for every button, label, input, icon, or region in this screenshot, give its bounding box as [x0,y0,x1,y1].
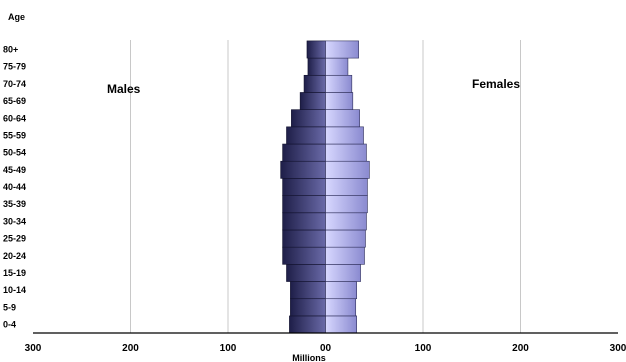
bar-males-55-59 [286,126,326,145]
age-label-30-34: 30-34 [3,216,26,226]
bar-males-40-44 [282,178,326,196]
bar-males-0-4 [289,315,326,334]
bar-males-50-54 [282,143,326,162]
bar-females-0-4 [325,315,358,334]
bar-females-65-69 [325,92,354,110]
bar-males-35-39 [282,195,326,214]
bar-females-75-79 [325,57,349,76]
bar-males-60-64 [291,109,326,128]
bar-males-20-24 [282,246,326,265]
bar-males-10-14 [290,281,326,300]
bar-females-30-34 [325,212,367,231]
x-tick-0: 00 [320,343,332,354]
bar-females-10-14 [325,281,358,300]
x-tick-100: 100 [415,343,432,354]
gridlines [130,40,521,333]
bar-females-70-74 [325,74,353,93]
age-label-50-54: 50-54 [3,148,26,158]
bar-females-25-29 [325,229,366,248]
annotation-females: Females [472,77,520,91]
age-label-45-49: 45-49 [3,165,26,175]
age-label-40-44: 40-44 [3,182,26,192]
x-tick-200: 200 [512,343,529,354]
bar-females-5-9 [325,298,357,317]
bar-females-80+ [325,40,359,59]
bar-females-60-64 [325,109,360,128]
x-tick-labels: 300 200 100 00 100 200 300 [25,343,626,354]
bar-females-50-54 [325,143,367,162]
bars [280,40,370,334]
age-label-55-59: 55-59 [3,130,26,140]
bar-females-35-39 [325,195,368,214]
y-axis-title: Age [8,12,25,22]
age-label-65-69: 65-69 [3,96,26,106]
age-label-15-19: 15-19 [3,268,26,278]
bar-females-45-49 [325,160,370,179]
x-tick--200: 200 [122,343,139,354]
bar-males-30-34 [282,212,326,231]
age-label-20-24: 20-24 [3,251,26,261]
bar-males-45-49 [280,160,326,179]
age-label-60-64: 60-64 [3,113,26,123]
bar-males-5-9 [290,298,326,317]
bar-females-15-19 [325,264,361,282]
age-label-35-39: 35-39 [3,199,26,209]
annotation-males: Males [107,82,141,96]
bar-males-70-74 [303,74,326,93]
x-tick--100: 100 [220,343,237,354]
bar-females-40-44 [325,178,368,196]
bar-males-75-79 [307,57,326,76]
age-label-75-79: 75-79 [3,62,26,72]
bar-males-25-29 [282,229,326,248]
x-axis-title: Millions [292,353,326,362]
age-label-80+: 80+ [3,45,18,55]
bar-males-15-19 [286,264,326,282]
bar-females-55-59 [325,126,364,145]
age-label-25-29: 25-29 [3,234,26,244]
x-tick-300: 300 [610,343,626,354]
age-label-10-14: 10-14 [3,285,26,295]
bar-males-80+ [306,40,326,59]
bar-males-65-69 [299,92,326,110]
bar-females-20-24 [325,246,365,265]
age-label-5-9: 5-9 [3,302,16,312]
age-label-0-4: 0-4 [3,320,16,330]
x-tick--300: 300 [25,343,42,354]
age-label-70-74: 70-74 [3,79,26,89]
age-group-labels: 0-4 5-9 10-14 15-19 20-24 25-29 30-34 35-39 40-4… [3,45,26,330]
